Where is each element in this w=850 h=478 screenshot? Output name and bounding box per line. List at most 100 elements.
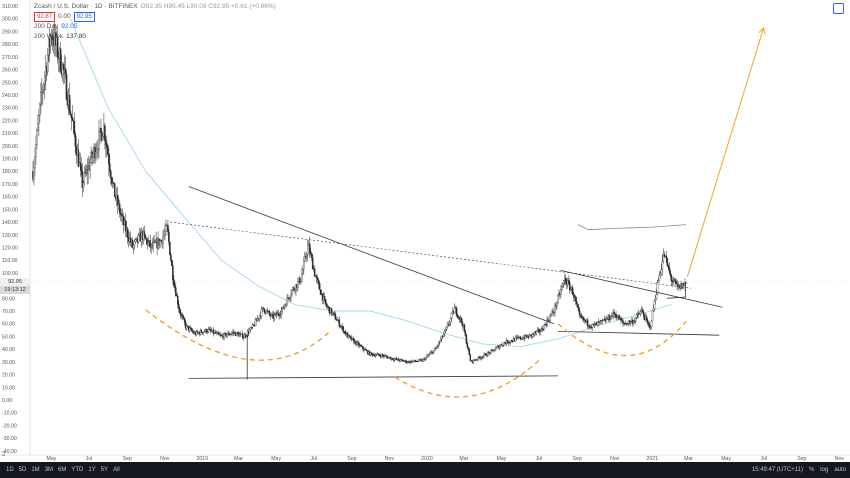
price-axis[interactable]: 310.00300.00290.00280.00270.00260.00250.… (2, 0, 31, 455)
candle-body (476, 359, 478, 361)
ma-label[interactable]: 200 Day (34, 23, 59, 30)
candle-body (226, 334, 228, 337)
candle-body (560, 289, 562, 295)
candle-body (236, 332, 238, 336)
candle-body (256, 318, 259, 321)
trendline[interactable] (560, 269, 723, 308)
candle-body (171, 260, 173, 266)
y-tick-label: 50.00 (2, 334, 15, 340)
candle-body (250, 327, 253, 328)
auto-scale-toggle[interactable]: auto (834, 467, 846, 473)
cup-arc[interactable] (145, 309, 329, 361)
candle-body (669, 270, 672, 276)
y-tick-label: 150.00 (2, 207, 18, 213)
candle-body (519, 336, 522, 340)
trendline[interactable] (188, 375, 559, 379)
chart-legend: Zcash / U.S. Dollar · 1D · BITFINEX O92.… (34, 2, 276, 42)
candle-body (96, 148, 98, 153)
candle-body (266, 310, 269, 312)
candle-body (107, 147, 109, 155)
x-tick-label: 2019 (197, 456, 209, 462)
timeframe-button[interactable]: 1M (31, 467, 40, 473)
candle-body (62, 64, 65, 70)
ask-price[interactable]: 92.95 (73, 12, 95, 22)
candle-body (170, 254, 172, 261)
arc-layer[interactable] (145, 309, 687, 398)
candle-body (220, 334, 222, 336)
candle-body (195, 331, 198, 336)
trendline[interactable] (558, 330, 720, 336)
timeframe-button[interactable]: All (113, 467, 120, 473)
candle-body (514, 337, 517, 342)
week-ma-label[interactable]: 200 Week (34, 33, 64, 40)
candle-body (293, 287, 295, 290)
candle-body (168, 231, 170, 243)
candle-body (262, 307, 265, 310)
candle-body (338, 319, 341, 327)
bottom-toolbar: 1D 5D 1M 3M 6M YTD 1Y 5Y All 15:49:47 (UTC+11) %… (0, 462, 850, 478)
week-ma-value: 137.80 (66, 33, 87, 40)
candle-body (554, 304, 556, 313)
candle-body (112, 182, 115, 184)
timeframe-button[interactable]: 1Y (88, 467, 96, 473)
arrow-shaft[interactable] (686, 27, 765, 277)
timeframe-button[interactable]: 5D (18, 467, 27, 473)
candle-body (434, 348, 436, 351)
timeframe-button[interactable]: 3M (44, 467, 54, 473)
x-tick-label: May (271, 456, 281, 462)
candle-body (260, 309, 263, 317)
candle-body (430, 352, 432, 354)
trendline-layer[interactable] (170, 186, 723, 380)
timeframe-button[interactable]: 1D (6, 467, 14, 473)
candle-body (453, 307, 456, 314)
log-scale-toggle[interactable]: log (820, 467, 829, 473)
candle-body (126, 228, 129, 238)
candle-body (445, 326, 448, 330)
candle-body (110, 171, 112, 179)
percent-scale-toggle[interactable]: % (808, 467, 815, 473)
candle-body (291, 289, 293, 295)
candle-body (642, 312, 645, 317)
timeframe-button[interactable]: 6M (58, 467, 67, 473)
candle-body (273, 314, 276, 319)
y-tick-label: 20.00 (2, 373, 15, 379)
timeframe-button[interactable]: 5Y (100, 467, 109, 473)
candle-body (427, 355, 429, 357)
symbol-title[interactable]: Zcash / U.S. Dollar · 1D · BITFINEX (34, 3, 138, 10)
candle-body (602, 319, 605, 321)
candle-body (443, 330, 446, 335)
cup-arc[interactable] (557, 320, 687, 357)
candle-body (633, 320, 636, 322)
projection-arrow[interactable] (686, 26, 766, 277)
candle-body (449, 317, 452, 323)
ohlc-readout: O92.35 H95.45 L90.09 C92.95 +0.61 (+0.66… (140, 3, 276, 10)
candle-body (36, 130, 38, 145)
maximize-icon[interactable] (833, 3, 844, 14)
trendline[interactable] (170, 221, 692, 289)
arrow-head[interactable] (758, 26, 766, 35)
bid-price[interactable]: 92.87 (34, 12, 56, 22)
candle-body (623, 322, 625, 324)
candle-body (448, 322, 451, 325)
trendline[interactable] (666, 296, 687, 299)
time-axis[interactable]: May Jul Sep Nov 2019 Mar May Jul Sep Nov 2020 Mar Ma… (0, 454, 850, 462)
candle-body (206, 331, 209, 333)
trendline[interactable] (188, 186, 554, 325)
candle-body (228, 332, 230, 336)
candle-body (531, 333, 534, 337)
candle-body (543, 324, 545, 331)
candle-body (574, 296, 577, 302)
candle-body (200, 330, 203, 333)
candle-body (258, 315, 261, 319)
y-tick-label: 230.00 (2, 106, 18, 112)
candle-body (444, 329, 447, 331)
candle-body (461, 321, 464, 326)
candle-body (616, 317, 618, 319)
clock-readout[interactable]: 15:49:47 (UTC+11) (751, 467, 803, 473)
timeframe-button[interactable]: YTD (71, 467, 84, 473)
y-tick-label: 160.00 (2, 195, 18, 201)
candle-body (474, 360, 476, 362)
timezone-settings-icon[interactable]: 2 (2, 452, 6, 458)
cup-arc[interactable] (394, 357, 542, 398)
